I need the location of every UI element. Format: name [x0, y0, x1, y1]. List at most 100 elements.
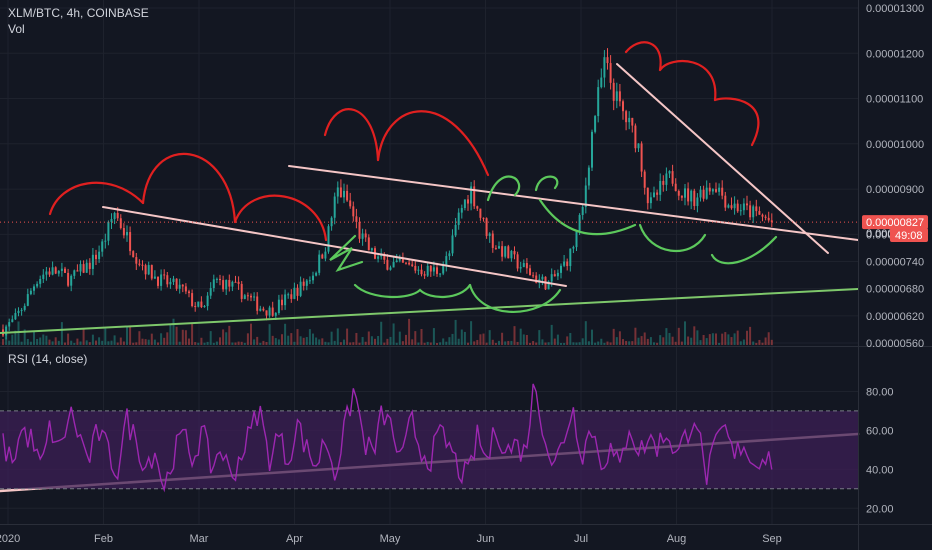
red-arc-2[interactable]	[141, 152, 237, 224]
candle-body	[346, 190, 349, 201]
green-scribble-1[interactable]	[329, 234, 364, 273]
candle-body	[578, 215, 581, 231]
candle-body	[271, 307, 274, 316]
candle-body	[256, 296, 259, 311]
volume-bar	[535, 342, 538, 345]
green-arc-2[interactable]	[468, 283, 562, 313]
volume-bar	[600, 338, 603, 345]
volume-bar	[401, 341, 404, 345]
trendline-1[interactable]	[102, 206, 567, 287]
green-arc-5[interactable]	[538, 198, 637, 236]
volume-bar	[42, 334, 45, 345]
trendline-3[interactable]	[616, 63, 829, 254]
chart-legend[interactable]: XLM/BTC, 4h, COINBASE Vol RSI (14, close…	[8, 6, 149, 366]
price-tag[interactable]: 0.00000827 0.000 49:08	[862, 215, 928, 242]
candle-body	[287, 294, 290, 296]
volume-bar	[116, 342, 119, 345]
candle-body	[339, 187, 342, 198]
volume-bar	[219, 337, 221, 345]
candle-body	[541, 276, 544, 280]
green-arc-6[interactable]	[638, 223, 707, 253]
candle-body	[383, 254, 386, 260]
green-arc-3[interactable]	[486, 175, 521, 202]
candle-body	[649, 197, 652, 204]
volume-bar	[70, 340, 73, 345]
candle-body	[563, 261, 566, 266]
volume-bar	[231, 342, 234, 345]
green-arc-1[interactable]	[353, 283, 472, 299]
candle-body	[411, 264, 414, 266]
volume-bar	[119, 337, 122, 345]
candle-body	[11, 319, 14, 323]
time-axis[interactable]: 2020 Feb Mar Apr May Jun Jul Aug Sep	[0, 533, 782, 545]
candle-body	[215, 278, 218, 280]
candle-body	[113, 213, 116, 220]
candle-body	[153, 276, 156, 279]
candle-body	[473, 186, 476, 207]
candle-body	[457, 212, 460, 225]
candle-body	[129, 232, 132, 252]
candle-body	[85, 262, 88, 273]
volume-bar	[532, 340, 535, 345]
volume-bar	[327, 342, 330, 345]
trendline-support[interactable]	[0, 288, 859, 334]
candle-body	[749, 205, 752, 218]
candle-body	[222, 280, 225, 290]
candle-body	[135, 257, 138, 264]
candle-body	[463, 199, 466, 209]
volume-bar	[516, 341, 519, 345]
volume-bar	[594, 342, 597, 345]
red-arc-1[interactable]	[48, 181, 145, 216]
volume-bar	[451, 333, 454, 345]
candle-body	[398, 257, 401, 261]
volume-bar	[541, 339, 544, 345]
volume-bar	[76, 338, 79, 345]
time-tick-label: Mar	[190, 533, 209, 545]
candle-body	[225, 280, 228, 290]
candle-body	[178, 284, 181, 289]
volume-bar	[439, 342, 442, 345]
green-arc-4[interactable]	[534, 175, 559, 192]
rsi-title[interactable]: RSI (14, close)	[8, 352, 87, 366]
candlesticks	[2, 48, 773, 340]
candle-body	[640, 143, 643, 172]
volume-bar	[649, 337, 652, 345]
volume-bar	[228, 325, 231, 345]
volume-bar	[727, 334, 730, 345]
rsi-pane[interactable]	[0, 383, 858, 493]
red-arc-3[interactable]	[233, 194, 328, 242]
candle-body	[770, 220, 773, 223]
volume-bar	[578, 342, 581, 345]
candle-body	[91, 254, 94, 269]
freehand-drawings[interactable]	[48, 41, 778, 313]
candle-body	[293, 287, 296, 299]
volume-bar	[405, 334, 407, 345]
candle-body	[240, 283, 243, 299]
volume-label[interactable]: Vol	[8, 22, 25, 36]
red-arc-8[interactable]	[713, 97, 760, 147]
trendline-2[interactable]	[288, 165, 859, 241]
time-tick-label: Jun	[477, 533, 495, 545]
symbol-title[interactable]: XLM/BTC, 4h, COINBASE	[8, 6, 149, 20]
candle-body	[141, 264, 144, 266]
volume-bar	[57, 340, 60, 345]
volume-bar	[615, 337, 618, 345]
volume-bar	[668, 333, 671, 345]
red-arc-6[interactable]	[624, 41, 662, 72]
green-arc-7[interactable]	[710, 235, 778, 265]
candle-body	[519, 267, 522, 269]
candle-body	[569, 248, 572, 267]
volume-bar	[188, 338, 190, 345]
countdown-value: 49:08	[895, 230, 923, 242]
volume-bar	[752, 341, 755, 345]
red-arc-4[interactable]	[323, 108, 380, 162]
volume-bar	[184, 330, 187, 345]
price-pane[interactable]	[2, 48, 773, 345]
volume-bar	[442, 338, 445, 345]
rsi-axis[interactable]: 80.00 60.00 40.00 20.00	[866, 386, 894, 515]
red-arc-7[interactable]	[658, 59, 717, 102]
volume-bar	[445, 341, 448, 345]
candle-body	[315, 272, 318, 276]
red-arc-5[interactable]	[376, 110, 490, 177]
